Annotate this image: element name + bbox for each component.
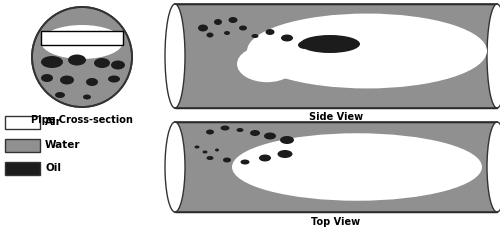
Ellipse shape bbox=[41, 56, 63, 68]
Ellipse shape bbox=[41, 74, 53, 82]
Ellipse shape bbox=[300, 35, 360, 53]
Ellipse shape bbox=[252, 34, 258, 38]
Ellipse shape bbox=[60, 76, 74, 85]
Ellipse shape bbox=[260, 157, 300, 177]
Ellipse shape bbox=[94, 58, 110, 68]
Ellipse shape bbox=[202, 150, 207, 153]
Ellipse shape bbox=[232, 133, 482, 201]
Ellipse shape bbox=[206, 130, 214, 134]
Bar bbox=[5, 139, 40, 152]
Ellipse shape bbox=[223, 158, 231, 163]
Ellipse shape bbox=[264, 133, 276, 139]
Ellipse shape bbox=[108, 76, 120, 82]
Ellipse shape bbox=[250, 130, 260, 136]
Ellipse shape bbox=[228, 17, 237, 23]
FancyBboxPatch shape bbox=[175, 4, 497, 108]
Ellipse shape bbox=[198, 25, 208, 32]
Ellipse shape bbox=[83, 95, 91, 99]
Ellipse shape bbox=[259, 155, 271, 161]
FancyBboxPatch shape bbox=[175, 122, 497, 212]
Ellipse shape bbox=[165, 122, 185, 212]
Text: Side View: Side View bbox=[309, 112, 363, 122]
Circle shape bbox=[32, 7, 132, 107]
Ellipse shape bbox=[86, 78, 98, 86]
Bar bbox=[5, 115, 40, 128]
Ellipse shape bbox=[206, 156, 214, 160]
Text: Oil: Oil bbox=[45, 163, 61, 173]
Bar bbox=[5, 161, 40, 174]
Ellipse shape bbox=[236, 128, 244, 132]
Ellipse shape bbox=[281, 35, 293, 41]
Ellipse shape bbox=[111, 60, 125, 69]
Ellipse shape bbox=[278, 150, 292, 158]
Ellipse shape bbox=[240, 160, 250, 164]
Ellipse shape bbox=[55, 92, 65, 98]
Text: Pipe Cross-section: Pipe Cross-section bbox=[31, 115, 133, 125]
Ellipse shape bbox=[247, 14, 487, 88]
Ellipse shape bbox=[41, 25, 123, 59]
Ellipse shape bbox=[487, 4, 500, 108]
Ellipse shape bbox=[194, 145, 200, 148]
Text: Water: Water bbox=[45, 140, 80, 150]
Ellipse shape bbox=[266, 29, 274, 35]
Ellipse shape bbox=[68, 55, 86, 65]
FancyBboxPatch shape bbox=[41, 31, 123, 45]
Text: Air: Air bbox=[45, 117, 62, 127]
Ellipse shape bbox=[280, 136, 294, 144]
Ellipse shape bbox=[206, 33, 214, 38]
Ellipse shape bbox=[239, 25, 247, 30]
Ellipse shape bbox=[237, 46, 297, 82]
Ellipse shape bbox=[224, 31, 230, 35]
Ellipse shape bbox=[298, 41, 312, 49]
Text: Top View: Top View bbox=[312, 217, 360, 227]
Ellipse shape bbox=[220, 125, 230, 131]
Ellipse shape bbox=[214, 19, 222, 25]
Ellipse shape bbox=[215, 148, 219, 152]
Ellipse shape bbox=[165, 4, 185, 108]
Ellipse shape bbox=[487, 122, 500, 212]
